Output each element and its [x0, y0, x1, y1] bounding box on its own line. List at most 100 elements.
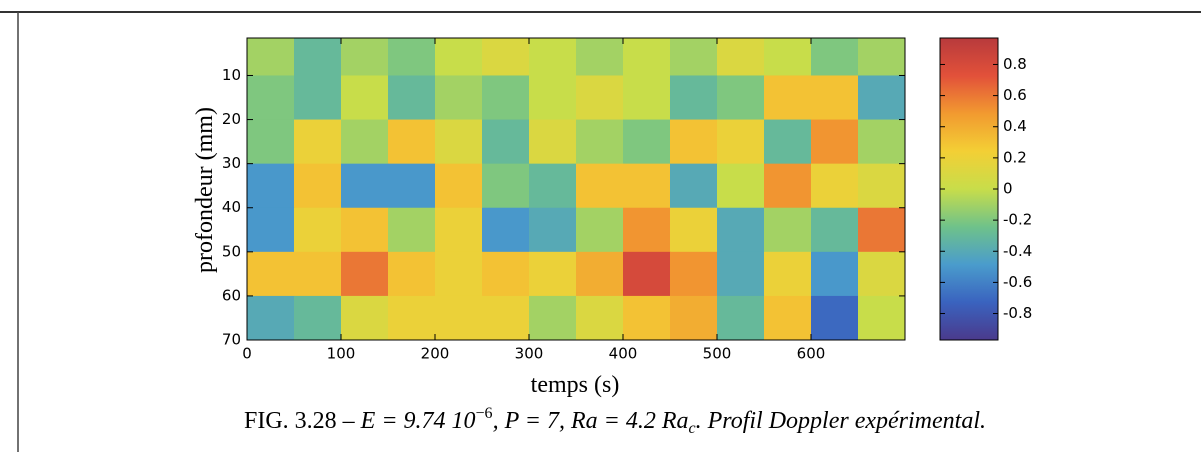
caption-subscript: c [689, 420, 696, 437]
heat-cell [858, 295, 906, 341]
heat-cell [529, 75, 577, 121]
heat-cell [858, 38, 906, 76]
heat-cell [764, 163, 812, 209]
heat-cell [294, 207, 342, 253]
heat-cell [811, 75, 859, 121]
heat-cell [482, 119, 530, 165]
heat-cell [670, 207, 718, 253]
heat-cell [811, 38, 859, 76]
heat-cell [341, 38, 389, 76]
heat-cell [623, 163, 671, 209]
heat-cell [717, 75, 765, 121]
heat-cell [576, 75, 624, 121]
heat-cell [435, 207, 483, 253]
heat-cell [858, 75, 906, 121]
colorbar-tick-label: 0.2 [1003, 148, 1027, 166]
heat-cell [576, 207, 624, 253]
heat-cell [341, 295, 389, 341]
heat-cell [388, 75, 436, 121]
y-axis-label: profondeur (mm) [192, 107, 218, 273]
heat-cell [482, 38, 530, 76]
heat-cell [623, 207, 671, 253]
caption-math: E = 9.74 10 [360, 408, 476, 434]
heat-cell [576, 251, 624, 297]
colorbar-tick-label: 0.6 [1003, 86, 1027, 104]
colorbar-tick-label: 0 [1003, 180, 1013, 198]
heat-cell [623, 295, 671, 341]
heat-cell [576, 38, 624, 76]
heat-cell [529, 119, 577, 165]
heat-cell [341, 75, 389, 121]
heat-cell [341, 251, 389, 297]
heat-cell [858, 207, 906, 253]
heat-cell [294, 38, 342, 76]
colorbar-tick-label: -0.6 [1003, 273, 1032, 291]
colorbar-tick-label: 0.8 [1003, 55, 1027, 73]
heat-cell [623, 119, 671, 165]
heat-cell [388, 163, 436, 209]
heat-cell [341, 163, 389, 209]
heat-cell [717, 295, 765, 341]
heat-cell [247, 38, 295, 76]
heat-cell [764, 295, 812, 341]
x-tick-label: 300 [515, 345, 544, 363]
heat-cell [764, 207, 812, 253]
heat-cell [717, 163, 765, 209]
heat-cell [388, 38, 436, 76]
heat-cell [811, 119, 859, 165]
heat-cell [858, 251, 906, 297]
x-tick-label: 0 [242, 345, 252, 363]
heat-cell [529, 295, 577, 341]
heat-cell [482, 207, 530, 253]
heat-cell [482, 75, 530, 121]
heat-cell [764, 119, 812, 165]
x-tick-label: 500 [703, 345, 732, 363]
heat-cell [388, 295, 436, 341]
heat-cell [623, 251, 671, 297]
heat-cell [435, 38, 483, 76]
heat-cell [529, 38, 577, 76]
heat-cell [247, 207, 295, 253]
y-tick-label: 50 [222, 242, 241, 260]
heat-cell [576, 119, 624, 165]
heat-cell [576, 163, 624, 209]
heat-cell [717, 251, 765, 297]
heatmap [247, 38, 906, 341]
caption-math: , P = 7, Ra = 4.2 Ra [493, 408, 689, 434]
heat-cell [435, 75, 483, 121]
heat-cell [811, 207, 859, 253]
heat-cell [811, 251, 859, 297]
heat-cell [435, 119, 483, 165]
caption-label: FIG. 3.28 – [244, 408, 356, 434]
y-tick-label: 20 [222, 110, 241, 128]
heat-cell [435, 163, 483, 209]
heat-cell [623, 75, 671, 121]
x-tick-label: 400 [609, 345, 638, 363]
x-axis-label: temps (s) [531, 372, 620, 398]
heat-cell [670, 119, 718, 165]
heat-cell [388, 207, 436, 253]
x-tick-label: 200 [421, 345, 450, 363]
heat-cell [247, 295, 295, 341]
heat-cell [388, 251, 436, 297]
colorbar-tick-label: 0.4 [1003, 117, 1027, 135]
heat-cell [482, 163, 530, 209]
caption-text: . Profil Doppler expérimental. [696, 408, 986, 434]
colorbar-tick-label: -0.4 [1003, 242, 1032, 260]
heat-cell [717, 38, 765, 76]
heat-cell [435, 295, 483, 341]
x-tick-label: 600 [797, 345, 826, 363]
colorbar [939, 37, 999, 341]
heat-cell [294, 251, 342, 297]
heat-cell [670, 163, 718, 209]
heat-cell [294, 75, 342, 121]
heat-cell [247, 75, 295, 121]
heat-cell [717, 207, 765, 253]
heat-cell [858, 119, 906, 165]
heat-cell [858, 163, 906, 209]
heat-cell [811, 163, 859, 209]
heat-cell [764, 75, 812, 121]
y-tick-label: 70 [222, 331, 241, 349]
heat-cell [764, 251, 812, 297]
